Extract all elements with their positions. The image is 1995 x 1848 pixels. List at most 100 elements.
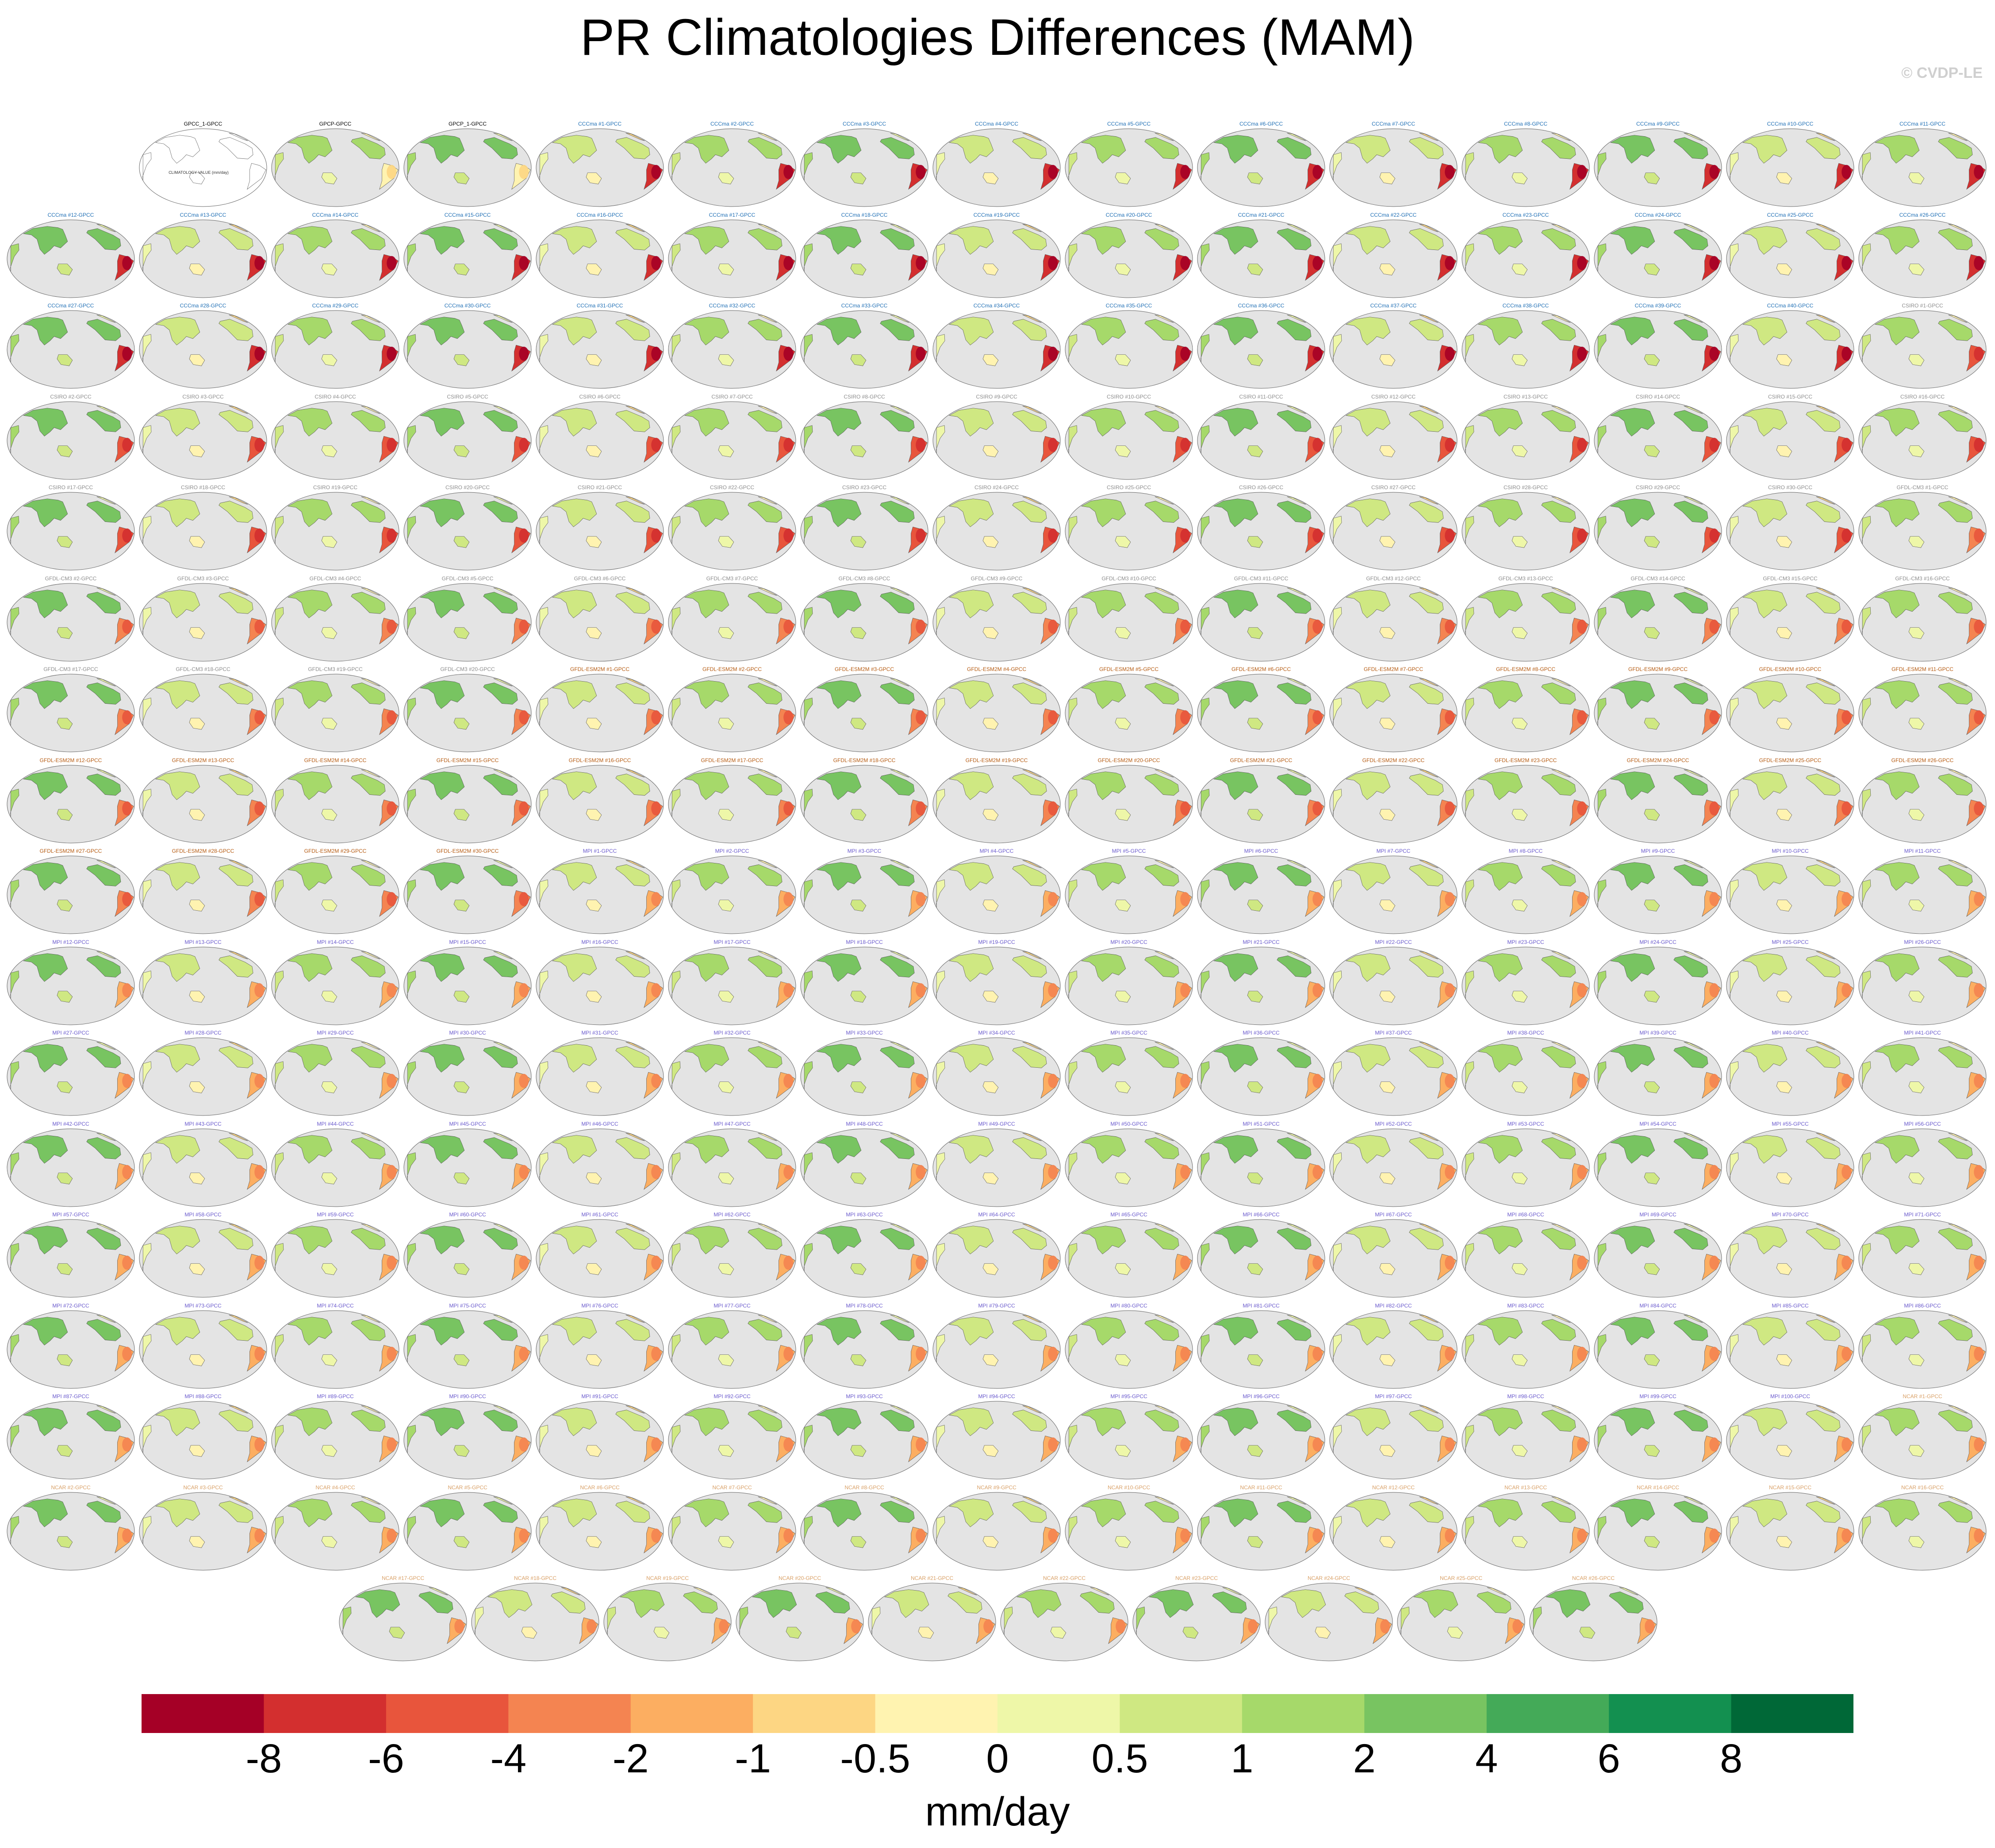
globe-outline: [1594, 219, 1722, 298]
map-panel: GFDL-ESM2M #13-GPCC: [138, 757, 268, 845]
map-panel: CSIRO #9-GPCC: [932, 393, 1061, 482]
land-eurasia: [1874, 589, 1920, 618]
globe-outline: [1858, 583, 1987, 661]
land-australia: [1644, 627, 1660, 639]
land-australia: [586, 354, 602, 366]
map-panel: NCAR #22-GPCC: [1000, 1575, 1129, 1663]
land-greenland: [1684, 769, 1703, 778]
land-greenland: [1287, 133, 1306, 141]
map-plot: [1726, 1492, 1854, 1570]
land-australia: [1379, 1263, 1396, 1275]
map-panel: NCAR #6-GPCC: [535, 1484, 664, 1572]
map-plot: [271, 855, 399, 934]
land-greenland: [96, 496, 116, 505]
land-africa-edge: [804, 243, 813, 272]
map-panel: MPI #73-GPCC: [138, 1302, 268, 1391]
map-panel: GFDL-ESM2M #24-GPCC: [1593, 757, 1723, 845]
globe-outline: [1594, 674, 1722, 752]
land-north-america: [351, 773, 386, 796]
map-panel-title: CCCma #4-GPCC: [974, 121, 1018, 127]
globe-outline: [1594, 947, 1722, 1025]
precip-anomaly-blob: [1974, 801, 1984, 816]
land-eurasia: [1345, 589, 1391, 618]
colorbar-bin: [753, 1694, 876, 1733]
map-panel: MPI #20-GPCC: [1064, 939, 1193, 1027]
land-australia: [982, 1172, 999, 1185]
land-north-america: [880, 955, 915, 978]
map-panel-title: MPI #51-GPCC: [1243, 1120, 1280, 1127]
land-africa-edge: [1068, 879, 1078, 908]
land-africa-edge: [1465, 425, 1474, 453]
land-australia: [1908, 627, 1925, 639]
globe-outline: [1000, 1583, 1128, 1661]
map-panel: GFDL-CM3 #9-GPCC: [932, 575, 1061, 663]
land-eurasia: [1610, 498, 1655, 527]
map-panel: MPI #79-GPCC: [932, 1302, 1061, 1391]
map-plot: [1329, 1037, 1458, 1116]
map-panel: MPI #12-GPCC: [6, 939, 135, 1027]
land-africa-edge: [1201, 1152, 1210, 1181]
land-africa-edge: [407, 970, 416, 999]
map-panel: NCAR #15-GPCC: [1726, 1484, 1855, 1572]
land-greenland: [229, 133, 248, 141]
map-plot: [271, 310, 399, 389]
land-greenland: [1155, 314, 1174, 323]
land-greenland: [229, 1223, 248, 1232]
map-panel: MPI #19-GPCC: [932, 939, 1061, 1027]
land-africa-edge: [936, 152, 945, 181]
map-plot: [1726, 492, 1854, 571]
land-africa-edge: [1201, 606, 1210, 635]
globe-outline: [1065, 947, 1193, 1025]
map-panel-title: MPI #1-GPCC: [583, 848, 617, 854]
precip-anomaly-blob: [916, 256, 926, 270]
land-greenland: [1287, 405, 1306, 414]
map-panel-title: CCCma #13-GPCC: [180, 211, 226, 218]
colorbar-tick-label: -1: [735, 1736, 771, 1781]
map-panel: CSIRO #8-GPCC: [800, 393, 929, 482]
land-australia: [57, 990, 73, 1003]
map-panel: GFDL-ESM2M #27-GPCC: [6, 847, 135, 936]
precip-anomaly-blob: [1180, 346, 1190, 361]
precip-anomaly-blob: [122, 346, 132, 361]
land-africa-edge: [671, 334, 681, 363]
land-eurasia: [1081, 226, 1126, 255]
map-plot: [536, 219, 664, 298]
globe-outline: [1462, 765, 1590, 843]
map-panel-title: MPI #32-GPCC: [714, 1030, 751, 1036]
map-panel: CCCma #12-GPCC: [6, 211, 135, 300]
map-panel-title: MPI #8-GPCC: [1508, 848, 1543, 854]
precip-anomaly-blob: [651, 528, 661, 543]
globe-outline: [1726, 492, 1854, 571]
globe-outline: [1065, 310, 1193, 389]
land-africa-edge: [10, 970, 19, 999]
land-greenland: [1816, 133, 1835, 141]
map-plot: [1000, 1583, 1128, 1661]
globe-outline: [403, 1310, 532, 1388]
globe-outline: [1462, 219, 1590, 298]
globe-outline: [536, 310, 664, 389]
land-australia: [57, 900, 73, 912]
land-eurasia: [552, 407, 597, 437]
land-australia: [1247, 354, 1263, 366]
land-greenland: [1287, 1223, 1306, 1232]
map-plot: [932, 401, 1061, 479]
precip-anomaly-blob: [254, 983, 265, 997]
globe-outline: [403, 765, 532, 843]
land-africa-edge: [1597, 970, 1607, 999]
map-panel-title: MPI #2-GPCC: [715, 848, 749, 854]
land-greenland: [1419, 405, 1439, 414]
land-greenland: [1948, 951, 1968, 959]
map-panel: CSIRO #17-GPCC: [6, 484, 135, 572]
map-panel-title: MPI #26-GPCC: [1904, 939, 1941, 945]
land-australia: [586, 1172, 602, 1185]
map-panel-title: CCCma #3-GPCC: [842, 121, 886, 127]
map-panel-title: GFDL-CM3 #14-GPCC: [1631, 575, 1685, 582]
globe-outline: [139, 947, 267, 1025]
land-greenland: [1419, 1042, 1439, 1050]
precip-anomaly-blob: [1180, 256, 1190, 270]
map-plot: [1329, 401, 1458, 479]
map-panel-title: CCCma #12-GPCC: [47, 211, 94, 218]
map-panel-title: GFDL-ESM2M #8-GPCC: [1496, 666, 1556, 672]
land-australia: [982, 1081, 999, 1093]
map-panel-title: MPI #54-GPCC: [1639, 1120, 1677, 1127]
